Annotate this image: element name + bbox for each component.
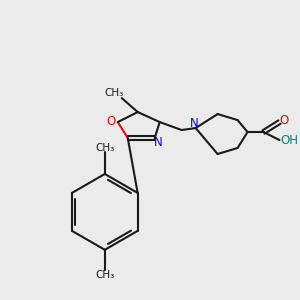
Text: CH₃: CH₃ [95, 270, 114, 280]
Text: N: N [190, 116, 199, 130]
Text: N: N [154, 136, 163, 148]
Text: OH: OH [280, 134, 298, 146]
Text: O: O [280, 114, 289, 127]
Text: CH₃: CH₃ [95, 143, 114, 153]
Text: O: O [106, 115, 116, 128]
Text: CH₃: CH₃ [104, 88, 123, 98]
